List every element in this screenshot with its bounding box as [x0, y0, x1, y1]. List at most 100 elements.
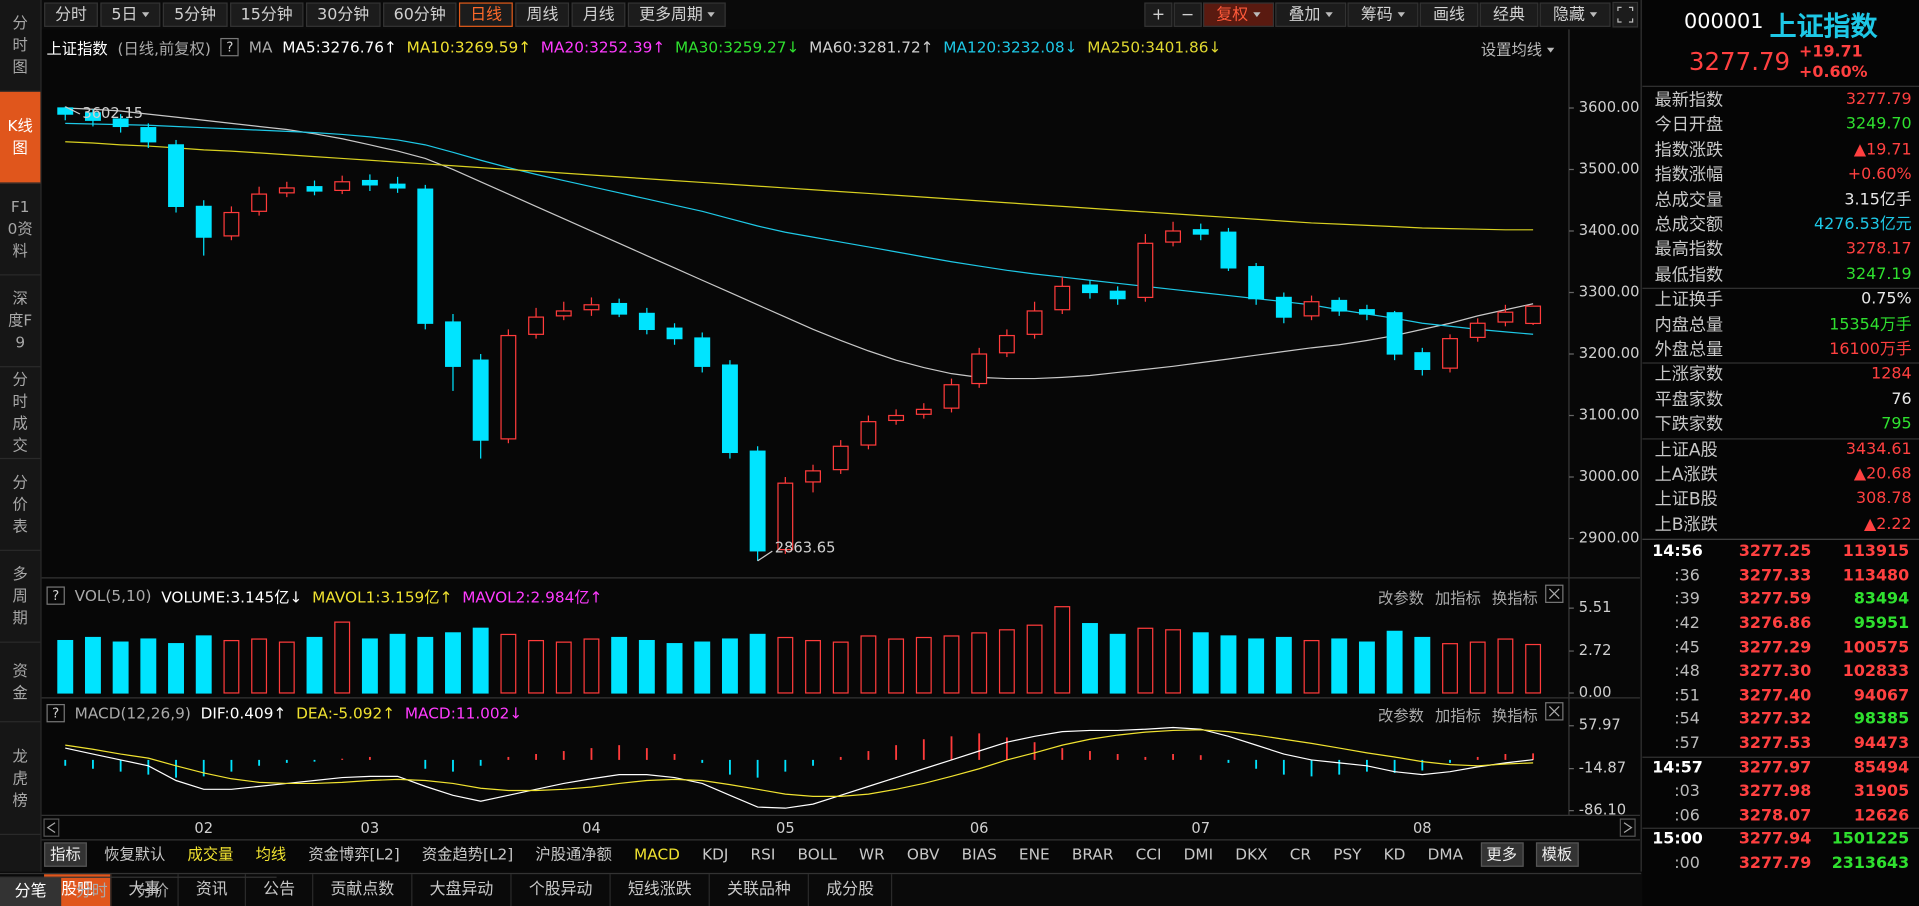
trade-time: :03: [1674, 782, 1700, 801]
indicator-tab[interactable]: 更多: [1480, 842, 1524, 867]
indicator-tab[interactable]: DMI: [1183, 844, 1214, 864]
period-button[interactable]: 周线: [515, 2, 570, 27]
indicator-tab[interactable]: 成交量: [187, 844, 234, 864]
quote-value: 308.78: [1855, 490, 1912, 509]
close-panel[interactable]: [1545, 702, 1564, 721]
tool-button[interactable]: 经典: [1479, 2, 1539, 27]
bottom-tab[interactable]: 大盘异动: [413, 874, 512, 906]
bottom-tab[interactable]: 关联品种: [710, 874, 810, 906]
volume-bar: [57, 639, 74, 694]
panel-action[interactable]: 改参数: [1378, 706, 1424, 725]
period-button[interactable]: 15分钟: [229, 2, 304, 27]
panel-legend: 上证指数 (日线,前复权)? MA MA5:3276.76↑ MA10:3269.59↑…: [47, 37, 1221, 57]
sidebar-tab-label: K线图: [7, 116, 33, 157]
divider: [1642, 538, 1919, 541]
period-button[interactable]: 5日: [100, 2, 161, 27]
help-button[interactable]: ?: [220, 37, 239, 56]
indicator-tab[interactable]: RSI: [750, 844, 776, 864]
x-tick-label: 02: [194, 820, 213, 837]
tool-button[interactable]: 画线: [1419, 2, 1479, 27]
bottom-tab[interactable]: 短线涨跌: [611, 874, 710, 906]
sidebar-tab[interactable]: 资金: [0, 643, 41, 723]
sidebar-tab[interactable]: 分时图: [0, 0, 41, 92]
scroll-right[interactable]: [1619, 818, 1636, 837]
quote-tab[interactable]: 分笔: [0, 877, 62, 906]
period-button[interactable]: 30分钟: [306, 2, 381, 27]
indicator-tab[interactable]: 均线: [255, 844, 287, 864]
close-panel[interactable]: [1545, 584, 1564, 603]
indicator-tab[interactable]: CCI: [1135, 844, 1162, 864]
help-button[interactable]: ?: [46, 703, 65, 722]
quote-tab[interactable]: 分时: [75, 882, 108, 902]
panel-action[interactable]: 改参数: [1378, 588, 1424, 608]
divider: [1642, 756, 1919, 758]
tool-button[interactable]: 隐藏: [1539, 2, 1611, 27]
sidebar-tab[interactable]: 龙虎榜: [0, 722, 41, 835]
chart-canvas: 3600.00 3500.00 3400.00 3300.00 3200.00 3100.…: [40, 0, 1642, 872]
indicator-tab[interactable]: 沪股通净额: [535, 844, 612, 864]
indicator-tab[interactable]: BOLL: [797, 844, 837, 864]
indicator-tab[interactable]: BRAR: [1071, 844, 1114, 864]
indicator-tab[interactable]: OBV: [906, 844, 940, 864]
sidebar-tab[interactable]: 多周期: [0, 551, 41, 643]
quote-tab[interactable]: 分价: [137, 882, 169, 902]
bottom-tab[interactable]: 贡献点数: [313, 874, 413, 906]
bottom-tab[interactable]: 大事: [111, 874, 179, 906]
sidebar-tab[interactable]: 分时成交: [0, 367, 41, 460]
trade-volume: 113480: [1842, 566, 1910, 585]
sidebar-tab[interactable]: 分价表: [0, 459, 41, 551]
panel-action[interactable]: 换指标: [1491, 588, 1538, 608]
volume-bar: [306, 636, 323, 694]
indicator-tab[interactable]: 指标: [44, 842, 87, 867]
indicator-tab[interactable]: 资金趋势[L2]: [421, 844, 514, 864]
bottom-tab[interactable]: 公告: [246, 874, 314, 906]
sidebar-tab[interactable]: 深度F9: [0, 275, 41, 368]
panel-action[interactable]: 加指标: [1434, 588, 1481, 608]
indicator-tab[interactable]: BIAS: [961, 844, 997, 864]
tool-button[interactable]: −: [1173, 2, 1202, 27]
fullscreen-button[interactable]: [1612, 1, 1639, 28]
candle-body: [777, 482, 794, 551]
indicator-tab[interactable]: MACD: [634, 844, 680, 864]
period-button[interactable]: 5分钟: [163, 2, 228, 27]
indicator-tab[interactable]: PSY: [1333, 844, 1362, 864]
indicator-tab[interactable]: 模板: [1535, 842, 1579, 867]
indicator-tab[interactable]: DMA: [1427, 844, 1464, 864]
tool-button[interactable]: 复权: [1202, 2, 1274, 27]
indicator-tab[interactable]: WR: [859, 844, 885, 864]
panel-legend-item: VOLUME:3.145亿↓: [161, 587, 303, 606]
indicator-tab[interactable]: ENE: [1018, 844, 1050, 864]
tool-button[interactable]: +: [1144, 2, 1173, 27]
bottom-tab[interactable]: 个股异动: [512, 874, 611, 906]
settings-button[interactable]: 设置均线: [1481, 37, 1554, 60]
indicator-tab[interactable]: KDJ: [702, 844, 729, 864]
bottom-tab[interactable]: 成分股: [809, 874, 893, 906]
tool-button[interactable]: 叠加: [1275, 2, 1347, 27]
panel-action[interactable]: 加指标: [1434, 706, 1481, 725]
moving-average-line: [65, 141, 1534, 231]
divider: [1642, 85, 1919, 87]
help-button[interactable]: ?: [46, 585, 65, 605]
period-button[interactable]: 日线: [459, 2, 514, 27]
panel-action[interactable]: 换指标: [1491, 706, 1538, 725]
indicator-tab[interactable]: CR: [1289, 844, 1312, 864]
period-button[interactable]: 分时: [44, 2, 98, 27]
indicator-tab[interactable]: KD: [1383, 844, 1406, 864]
period-button[interactable]: 更多周期: [628, 2, 727, 27]
indicator-tab[interactable]: 资金博弈[L2]: [308, 844, 400, 864]
indicator-tab[interactable]: DKX: [1235, 844, 1268, 864]
period-button[interactable]: 60分钟: [382, 2, 457, 27]
indicator-tab[interactable]: 恢复默认: [104, 844, 166, 864]
sidebar-tab[interactable]: K线图: [0, 91, 41, 184]
scroll-left-icon: [46, 822, 56, 834]
scroll-left[interactable]: [43, 818, 60, 837]
sidebar-tab[interactable]: F10资料: [0, 184, 41, 276]
volume-bar: [555, 641, 572, 694]
bottom-tab[interactable]: 资讯: [179, 874, 247, 906]
period-button[interactable]: 月线: [571, 2, 626, 27]
sidebar-tab-label: 分时成交: [12, 369, 28, 455]
quote-value: 3277.79: [1845, 90, 1912, 109]
tool-button[interactable]: 筹码: [1347, 2, 1419, 27]
candle-body: [971, 353, 988, 385]
trade-price: 3277.97: [1738, 758, 1812, 777]
